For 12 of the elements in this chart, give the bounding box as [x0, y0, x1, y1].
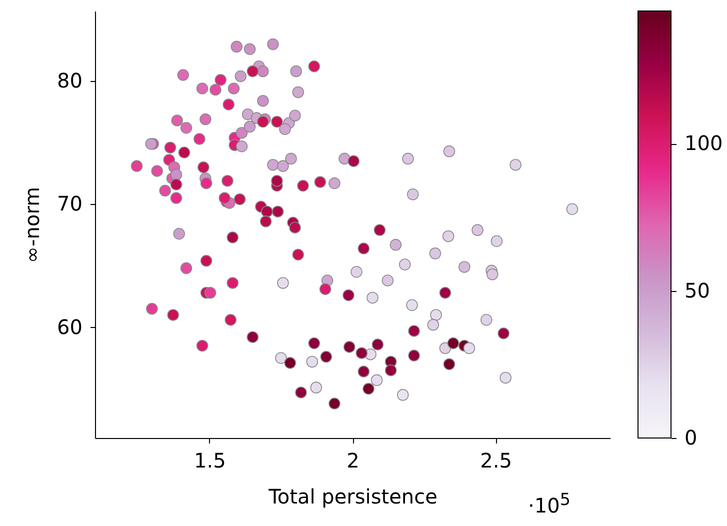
y-tick-label: 70 — [57, 192, 82, 216]
text: ·10$^{5}$ — [528, 490, 570, 518]
x-tick-label: 1.5 — [194, 448, 226, 472]
y-tick-label: 60 — [57, 314, 82, 339]
y-axis-title: ∞-norm — [20, 186, 44, 264]
x-axis-title: Total persistence — [268, 484, 438, 508]
color-bar-label: 0 — [684, 426, 698, 450]
color-bar-label: 50 — [684, 278, 710, 302]
x-tick-label: 2 — [346, 448, 360, 472]
x-tick-label: 2.5 — [480, 448, 512, 472]
y-tick-label: 80 — [57, 68, 82, 93]
color-bar-label: 100 — [684, 131, 723, 156]
